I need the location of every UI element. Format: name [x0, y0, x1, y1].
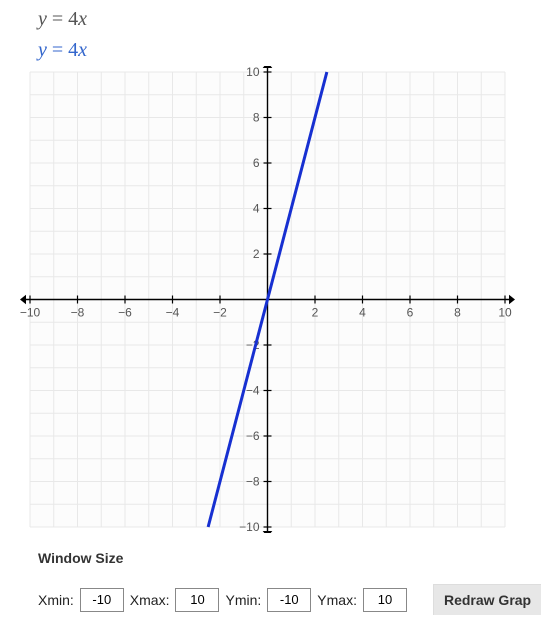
ymax-input[interactable]: [363, 588, 407, 612]
svg-text:−6: −6: [118, 306, 132, 320]
xmax-input[interactable]: [175, 588, 219, 612]
eq1-mid: = 4: [47, 8, 78, 30]
svg-text:−4: −4: [246, 384, 260, 398]
redraw-button[interactable]: Redraw Grap: [433, 584, 541, 615]
eq1-y: y: [38, 8, 47, 30]
svg-text:−8: −8: [246, 475, 260, 489]
coordinate-graph: −10−8−6−4−2246810−10−8−6−4−2246810: [20, 66, 515, 533]
xmin-input[interactable]: [80, 588, 124, 612]
eq1-x: x: [78, 8, 87, 30]
equation-1: y = 4x: [38, 8, 556, 31]
svg-text:4: 4: [253, 202, 260, 216]
svg-text:−10: −10: [20, 306, 41, 320]
eq2-mid: = 4: [47, 39, 78, 61]
svg-text:−10: −10: [239, 520, 260, 533]
eq2-y: y: [38, 39, 47, 61]
svg-text:2: 2: [312, 306, 319, 320]
window-size-heading: Window Size: [38, 550, 556, 566]
svg-text:10: 10: [498, 306, 512, 320]
svg-text:6: 6: [407, 306, 414, 320]
ymax-label: Ymax:: [317, 592, 357, 608]
svg-text:−2: −2: [213, 306, 227, 320]
xmin-label: Xmin:: [38, 592, 74, 608]
svg-text:10: 10: [246, 66, 260, 79]
ymin-label: Ymin:: [225, 592, 261, 608]
svg-text:−8: −8: [71, 306, 85, 320]
eq2-x: x: [78, 39, 87, 61]
graph-container: −10−8−6−4−2246810−10−8−6−4−2246810: [20, 66, 515, 538]
svg-text:−6: −6: [246, 429, 260, 443]
svg-text:2: 2: [253, 247, 260, 261]
window-controls: Xmin: Xmax: Ymin: Ymax: Redraw Grap: [38, 584, 556, 615]
svg-text:8: 8: [454, 306, 461, 320]
svg-text:8: 8: [253, 111, 260, 125]
xmax-label: Xmax:: [130, 592, 170, 608]
equation-2: y = 4x: [38, 39, 556, 62]
svg-text:6: 6: [253, 156, 260, 170]
svg-text:−4: −4: [166, 306, 180, 320]
ymin-input[interactable]: [267, 588, 311, 612]
svg-text:4: 4: [359, 306, 366, 320]
